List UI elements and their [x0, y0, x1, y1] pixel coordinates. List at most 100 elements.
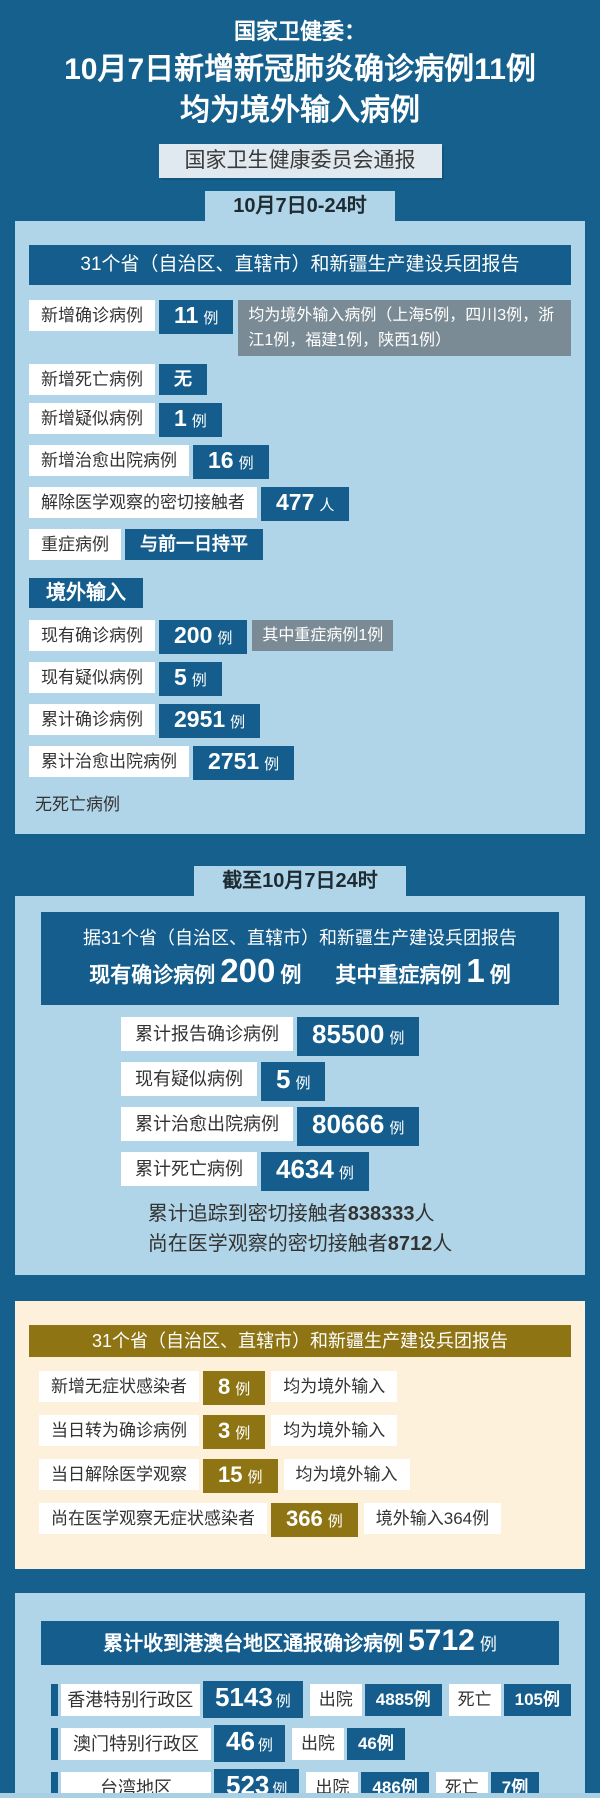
stat-value: 2951: [174, 706, 226, 732]
summary-current-unit: 例: [280, 964, 302, 987]
stat-value: 80666: [312, 1109, 385, 1139]
stat-row: 累计治愈出院病例 2751 例: [29, 746, 571, 780]
stat-value-box: 366 例: [271, 1503, 358, 1537]
stat-unit: 例: [264, 756, 280, 773]
stat-value: 200: [174, 622, 213, 648]
stat-value: 5: [276, 1064, 291, 1094]
stat-row: 累计死亡病例 4634 例: [121, 1152, 571, 1191]
panel-cumulative: 据31个省（自治区、直辖市）和新疆生产建设兵团报告 现有确诊病例 200 例其中重症…: [15, 896, 585, 1275]
stat-unit: 例: [389, 1030, 405, 1047]
stat-value: 16: [208, 447, 234, 473]
stat-value: 11: [174, 302, 199, 328]
stat-unit: 例: [327, 1513, 343, 1530]
stat-unit: 例: [191, 413, 207, 430]
stat-value: 与前一日持平: [140, 534, 248, 554]
region-row: 澳门特别行政区 46 例 出院 46例: [51, 1725, 571, 1762]
stat-unit: 例: [230, 714, 246, 731]
contact-note-suffix: 人: [414, 1203, 435, 1225]
contact-note-text: 尚在医学观察的密切接触者: [147, 1233, 388, 1255]
region-cases-value: 5143: [214, 1682, 273, 1712]
region-label: 澳门特别行政区: [61, 1727, 211, 1760]
stat-value-box: 200 例: [159, 620, 248, 654]
no-deaths-footnote: 无死亡病例: [35, 795, 120, 814]
discharged-tag: 出院: [309, 1683, 362, 1716]
stat-unit: 例: [235, 1381, 251, 1398]
tab-period-daily: 10月7日0-24时: [205, 191, 395, 221]
panel-hmt-regions: 累计收到港澳台地区通报确诊病例 5712 例 香港特别行政区 5143 例 出院 …: [15, 1593, 585, 1798]
region-accent-bar: [51, 1683, 58, 1716]
deaths-count: 105例: [503, 1683, 571, 1716]
stat-value-box: 2951 例: [159, 704, 261, 738]
asymptomatic-report-bar: 31个省（自治区、直辖市）和新疆生产建设兵团报告: [29, 1325, 571, 1357]
hmt-region-rows: 香港特别行政区 5143 例 出院 4885例 死亡 105例 澳门特别行政区 4…: [29, 1681, 571, 1798]
stat-row: 累计报告确诊病例 85500 例: [121, 1017, 571, 1056]
stat-note: 均为境外输入: [271, 1415, 398, 1446]
subheader-imported: 境外输入: [29, 578, 143, 608]
summary-severe-value: 1: [466, 952, 485, 989]
hmt-total-label: 累计收到港澳台地区通报确诊病例: [103, 1633, 404, 1655]
stat-row: 新增治愈出院病例 16 例: [29, 445, 571, 479]
stat-label: 新增死亡病例: [29, 364, 155, 395]
region-cases-unit: 例: [257, 1737, 273, 1754]
source-badge: 国家卫生健康委员会通报: [158, 144, 442, 178]
stat-row: 累计确诊病例 2951 例: [29, 704, 571, 738]
stat-value-box: 2751 例: [193, 746, 295, 780]
stat-unit: 例: [238, 455, 254, 472]
stat-label: 累计治愈出院病例: [121, 1107, 293, 1141]
stat-unit: 例: [295, 1075, 311, 1092]
stat-value: 2751: [208, 748, 260, 774]
stat-note: 均为境外输入: [283, 1459, 410, 1490]
contact-note-text: 累计追踪到密切接触者: [147, 1203, 348, 1225]
stat-label: 当日解除医学观察: [39, 1459, 199, 1490]
stat-unit: 例: [235, 1425, 251, 1442]
region-row: 香港特别行政区 5143 例 出院 4885例 死亡 105例: [51, 1681, 571, 1718]
stat-unit: 例: [389, 1120, 405, 1137]
stat-label: 累计治愈出院病例: [29, 746, 189, 777]
discharged-count: 46例: [346, 1727, 405, 1760]
stat-label: 现有确诊病例: [29, 620, 155, 651]
region-accent-bar: [51, 1771, 58, 1798]
main-title-line1: 10月7日新增新冠肺炎确诊病例11例: [64, 53, 536, 86]
stat-value-box: 无: [159, 364, 207, 395]
stat-unit: 例: [217, 630, 233, 647]
stat-label: 现有疑似病例: [29, 662, 155, 693]
region-cases-box: 5143 例: [202, 1681, 303, 1718]
summary-line1: 据31个省（自治区、直辖市）和新疆生产建设兵团报告: [82, 928, 518, 948]
stat-label: 累计确诊病例: [29, 704, 155, 735]
bottom-edge-strip: [0, 1793, 600, 1798]
stat-label: 新增无症状感染者: [39, 1371, 199, 1402]
stat-row: 新增确诊病例 11 例 均为境外输入病例（上海5例，四川3例，浙江1例，福建1例，…: [29, 300, 571, 356]
daily-stat-rows: 新增确诊病例 11 例 均为境外输入病例（上海5例，四川3例，浙江1例，福建1例，…: [29, 300, 571, 560]
stat-value: 366: [286, 1506, 323, 1531]
stat-row: 当日解除医学观察 15 例 均为境外输入: [39, 1459, 571, 1493]
stat-value: 4634: [276, 1154, 334, 1184]
stat-value: 8: [218, 1374, 231, 1399]
stat-label: 当日转为确诊病例: [39, 1415, 199, 1446]
stat-value-box: 477 人: [261, 487, 350, 521]
stat-note: 境外输入364例: [363, 1503, 502, 1534]
stat-note: 均为境外输入: [271, 1371, 398, 1402]
stat-row: 新增死亡病例 无: [29, 364, 571, 395]
contact-note-number: 838333: [347, 1203, 415, 1225]
stat-value: 1: [174, 405, 187, 431]
stat-row: 尚在医学观察无症状感染者 366 例 境外输入364例: [39, 1503, 571, 1537]
discharged-tag: 出院: [291, 1727, 344, 1760]
contact-note-suffix: 人: [432, 1233, 453, 1255]
stat-value-box: 16 例: [193, 445, 269, 479]
hmt-total-unit: 例: [479, 1635, 497, 1654]
stat-unit: 例: [191, 672, 207, 689]
hmt-total-value: 5712: [408, 1624, 475, 1657]
tab-period-cumulative: 截至10月7日24时: [194, 866, 406, 896]
stat-unit: 人: [319, 497, 335, 514]
stat-label: 解除医学观察的密切接触者: [29, 487, 257, 518]
agency-line: 国家卫健委：: [233, 19, 366, 44]
stat-label: 新增确诊病例: [29, 300, 155, 331]
stat-value: 85500: [312, 1019, 385, 1049]
